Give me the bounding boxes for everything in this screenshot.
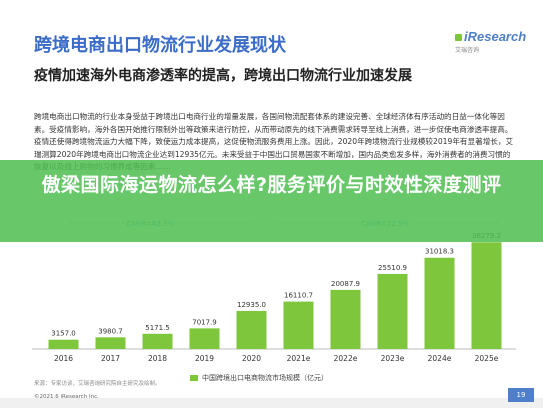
bar: [236, 310, 267, 349]
x-tick-label: 2025e: [475, 354, 499, 363]
market-size-chart: CAGR=42.3%CAGR=22.9%3157.020163980.72017…: [30, 182, 520, 392]
footer-copyright: ©2021.6 iResearch Inc.: [34, 394, 99, 400]
logo-mark-icon: [455, 34, 462, 42]
bar-value-label: 5171.5: [145, 324, 170, 332]
bar: [189, 328, 220, 349]
bar-value-label: 12935.0: [237, 301, 266, 309]
bar-value-label: 16110.7: [284, 292, 313, 300]
bar-value-label: 25510.9: [378, 264, 407, 272]
page-number: 19: [508, 388, 534, 402]
chart-legend: 中国跨境出口电商物流市场规模（亿元）: [190, 373, 328, 383]
logo-main-text: iResearch: [464, 29, 527, 44]
bar-value-label: 3980.7: [98, 327, 123, 335]
overlay-banner-text: 傲梁国际海运物流怎么样?服务评价与时效性深度测评: [41, 174, 502, 196]
bar: [48, 339, 79, 349]
x-tick-label: 2016: [54, 354, 73, 363]
legend-label: 中国跨境出口电商物流市场规模（亿元）: [202, 374, 328, 382]
section-subtitle: 疫情加速海外电商渗透率的提高，跨境出口物流行业加速发展: [34, 68, 412, 84]
x-tick-label: 2019: [195, 354, 214, 363]
footer-bar: [0, 398, 543, 408]
source-note: 来源：专家访谈，艾瑞咨询研究院自主研究及绘制。: [34, 381, 161, 387]
x-tick-label: 2021e: [287, 354, 311, 363]
bar: [283, 301, 314, 349]
bar: [330, 289, 361, 349]
legend-swatch: [190, 375, 198, 381]
bar-chart-svg: CAGR=42.3%CAGR=22.9%3157.020163980.72017…: [32, 220, 516, 363]
bar-value-label: 7017.9: [192, 318, 217, 326]
x-tick-label: 2024e: [428, 354, 452, 363]
bar-value-label: 31018.3: [425, 248, 454, 256]
x-tick-label: 2017: [101, 354, 120, 363]
iresearch-logo: iResearch 艾瑞咨询: [455, 29, 527, 63]
bar-value-label: 3157.0: [51, 330, 76, 338]
x-tick-label: 2023e: [381, 354, 405, 363]
bar: [142, 333, 173, 349]
page-title: 跨境电商出口物流行业发展现状: [34, 35, 286, 56]
bar-value-label: 20087.9: [331, 280, 360, 288]
x-tick-label: 2018: [148, 354, 167, 363]
overlay-banner: [0, 160, 543, 242]
bar: [377, 273, 408, 349]
bar: [424, 257, 455, 349]
logo-sub-text: 艾瑞咨询: [455, 47, 480, 54]
bar: [95, 337, 126, 349]
x-tick-label: 2022e: [334, 354, 358, 363]
bar: [471, 242, 502, 349]
x-tick-label: 2020: [242, 354, 261, 363]
